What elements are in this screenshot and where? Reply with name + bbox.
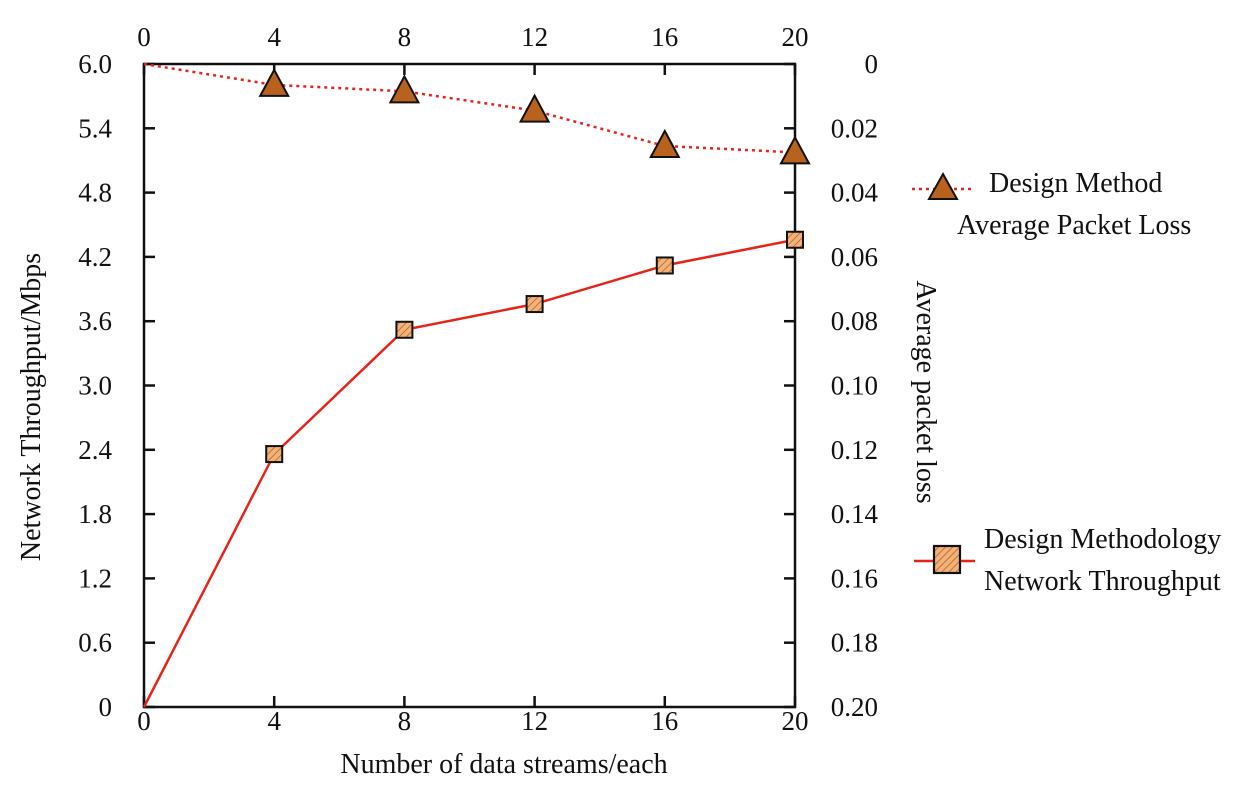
legend-square-marker	[932, 544, 962, 575]
y-right-tick-label-3: 0.06	[831, 242, 878, 272]
y-left-tick-label-1: 0.6	[78, 628, 112, 658]
y-right-tick-label-2: 0.04	[831, 178, 879, 208]
legend-item-throughput: Design Methodology Network Throughput	[914, 524, 1221, 597]
x-bottom-tick-label-4: 16	[651, 706, 678, 736]
series-line-1	[142, 238, 796, 708]
packet-loss-marker-2	[518, 93, 551, 123]
y-right-tick-label-5: 0.10	[831, 371, 878, 401]
series-layer	[142, 62, 796, 708]
x-bottom-tick-label-0: 0	[137, 706, 151, 736]
legend-triangle-marker	[927, 171, 959, 200]
legend-item-packet-loss: Design Method Average Packet Loss	[912, 168, 1191, 241]
throughput-marker-1	[265, 445, 284, 464]
y-left-axis-title: Network Throughput/Mbps	[16, 253, 47, 561]
throughput-marker-5	[786, 230, 804, 249]
legend-packet-loss-label-line1: Design Method	[989, 168, 1162, 199]
packet-loss-marker-1	[388, 74, 421, 104]
y-left-tick-label-2: 1.2	[78, 563, 112, 593]
y-left-tick-label-5: 3.0	[78, 371, 112, 401]
throughput-marker-3	[525, 295, 544, 314]
legend-packet-loss-label-line2: Average Packet Loss	[957, 210, 1191, 241]
legend: Design Method Average Packet Loss Design…	[912, 168, 1221, 597]
y-right-tick-label-0: 0	[865, 49, 879, 79]
packet-loss-marker-3	[649, 128, 681, 158]
y-right-tick-label-1: 0.02	[831, 113, 878, 143]
y-left-tick-label-4: 2.4	[78, 435, 112, 465]
y-left-tick-label-0: 0	[99, 692, 113, 722]
x-bottom-tick-label-2: 8	[398, 706, 412, 736]
y-right-tick-label-7: 0.14	[831, 499, 879, 529]
series-line-0	[143, 62, 796, 154]
x-top-tick-label-4: 16	[651, 22, 678, 52]
x-bottom-tick-label-3: 12	[521, 706, 548, 736]
plot-frame	[142, 62, 797, 709]
throughput-marker-4	[655, 256, 674, 275]
y-right-axis-title: Average packet loss	[910, 280, 941, 503]
y-right-tick-label-8: 0.16	[831, 563, 878, 593]
y-left-tick-label-10: 6.0	[78, 49, 112, 79]
x-bottom-tick-label-5: 20	[782, 706, 809, 736]
legend-throughput-label-line1: Design Methodology	[984, 524, 1221, 555]
x-top-tick-label-1: 4	[267, 22, 281, 52]
x-top-tick-label-3: 12	[521, 22, 548, 52]
y-left-tick-label-6: 3.6	[78, 306, 112, 336]
y-right-tick-label-6: 0.12	[831, 435, 878, 465]
throughput-marker-2	[395, 320, 414, 339]
y-left-tick-label-8: 4.8	[78, 178, 112, 208]
x-top-tick-label-2: 8	[398, 22, 412, 52]
x-bottom-tick-label-1: 4	[267, 706, 281, 736]
x-top-tick-label-0: 0	[137, 22, 151, 52]
y-left-tick-label-7: 4.2	[78, 242, 112, 272]
y-left-tick-label-3: 1.8	[78, 499, 112, 529]
x-axis-title: Number of data streams/each	[340, 749, 667, 780]
y-right-tick-label-4: 0.08	[831, 306, 878, 336]
packet-loss-marker-4	[779, 135, 811, 165]
x-top-tick-label-5: 20	[782, 22, 809, 52]
y-right-tick-label-9: 0.18	[831, 628, 878, 658]
y-right-tick-label-10: 0.20	[831, 692, 878, 722]
legend-throughput-label-line2: Network Throughput	[984, 566, 1221, 597]
packet-loss-marker-0	[258, 67, 290, 97]
markers-layer	[258, 67, 811, 464]
ticks-layer: 0 4 8 12 16 20 0 4 8 12 16 20 0 0.6 1.2 1.8 2.4 3.0 3.6 4.2…	[78, 22, 878, 736]
y-left-tick-label-9: 5.4	[78, 113, 112, 143]
